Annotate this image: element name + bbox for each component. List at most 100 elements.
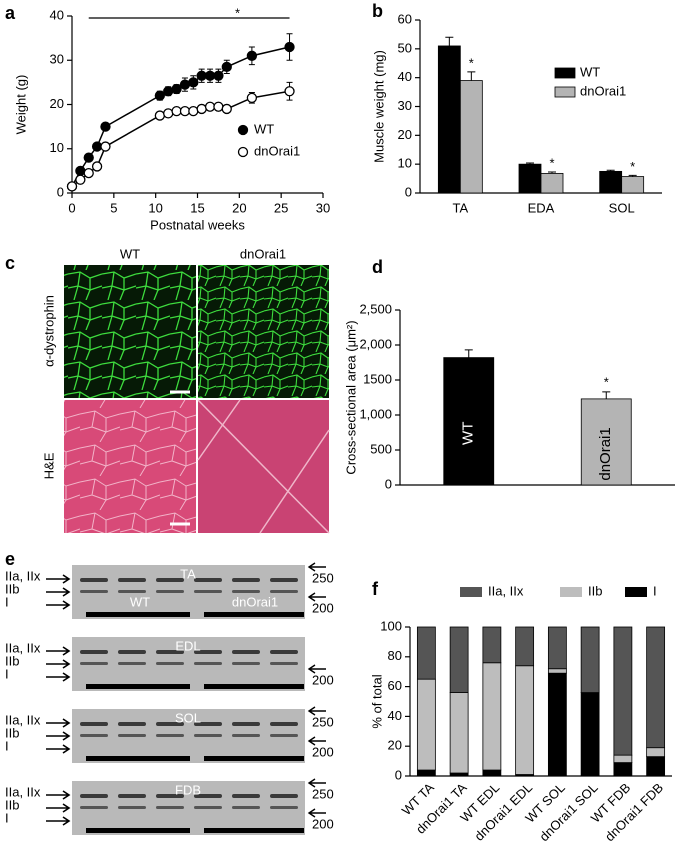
gel-band <box>194 662 222 665</box>
data-point <box>284 41 295 53</box>
y-tick-label: 60 <box>398 11 412 26</box>
band-arrow <box>46 672 71 682</box>
x-tick-label: 5 <box>110 200 117 215</box>
bar-segment <box>449 692 469 774</box>
band-label: IIb <box>5 797 19 812</box>
gel-band <box>232 806 260 809</box>
error-bar <box>464 349 473 358</box>
bar-segment <box>646 747 666 758</box>
data-point <box>91 141 103 152</box>
gel-band <box>80 662 108 665</box>
lane-bar <box>86 756 190 761</box>
band-label: IIa, IIx <box>5 712 41 727</box>
gel-band <box>156 590 184 593</box>
legend-label: I <box>653 583 657 598</box>
band-arrow <box>46 731 71 741</box>
y-tick-label: 40 <box>50 7 64 22</box>
y-axis-label: Muscle weight (mg) <box>371 50 386 163</box>
legend-marker <box>237 124 249 136</box>
legend-label: IIb <box>588 583 602 598</box>
legend-label: WT <box>254 121 274 136</box>
data-point <box>221 103 232 115</box>
gel-band <box>156 734 184 737</box>
data-point <box>179 79 191 90</box>
y-tick-label: 10 <box>50 140 64 155</box>
bar-segment <box>416 769 436 777</box>
y-tick-label: 40 <box>388 708 402 723</box>
marker-label: 250 <box>312 714 334 729</box>
lane-bar <box>204 828 304 833</box>
gel-band <box>118 734 146 737</box>
bar <box>518 163 542 194</box>
y-tick-label: 0 <box>385 476 392 491</box>
gel-band <box>80 806 108 809</box>
category-label: WT <box>460 422 477 445</box>
bar-segment <box>613 626 633 756</box>
gel-band <box>270 650 298 654</box>
marker-arrow <box>307 778 326 788</box>
gel-band <box>194 578 222 582</box>
group-label: WT <box>130 594 150 609</box>
gel-title: SOL <box>175 710 201 725</box>
gel-band <box>194 722 222 726</box>
gel-band <box>80 794 108 798</box>
x-tick-label: 30 <box>316 200 330 215</box>
panel-c: c WT dnOrai1 α-dystrophin H&E <box>5 246 330 534</box>
y-tick-label: 0 <box>395 767 402 782</box>
marker-label: 200 <box>312 816 334 831</box>
x-tick-label: 20 <box>232 200 246 215</box>
marker-arrow <box>307 562 326 572</box>
legend-marker <box>237 146 249 158</box>
row-label: α-dystrophin <box>41 295 56 367</box>
band-arrow <box>46 744 71 754</box>
annotation: * <box>235 5 240 20</box>
marker-arrow <box>307 664 326 674</box>
data-point <box>66 181 78 192</box>
legend-label: IIa, IIx <box>488 583 524 598</box>
y-tick-label: 0 <box>57 184 64 199</box>
bar-segment <box>515 626 535 667</box>
band-label: IIb <box>5 725 19 740</box>
panel-b: b Muscle weight (mg) 0 10 20 30 40 50 60 WT * * * dnO… <box>371 1 662 215</box>
annotation: * <box>630 159 635 174</box>
data-point <box>154 110 166 121</box>
data-point <box>246 92 258 104</box>
data-point <box>196 103 207 115</box>
gel-image <box>72 709 305 763</box>
bar-segment <box>646 756 666 777</box>
gel-band <box>270 590 298 593</box>
panel-letter: e <box>5 549 15 569</box>
gel-band <box>118 662 146 665</box>
image-dnorai1-dystrophin <box>198 265 329 398</box>
gel-band <box>270 662 298 665</box>
data-point <box>163 108 174 119</box>
gel-band <box>270 806 298 809</box>
annotation: * <box>549 155 554 170</box>
band-arrow <box>46 574 71 584</box>
data-point <box>284 86 295 97</box>
legend-swatch <box>460 587 482 597</box>
x-axis-label: Postnatal weeks <box>150 217 245 232</box>
band-arrow <box>46 600 71 610</box>
band-label: I <box>5 810 9 825</box>
gel-band <box>80 734 108 737</box>
gel-band <box>80 722 108 726</box>
group-label: dnOrai1 <box>232 594 278 609</box>
y-tick-label: 500 <box>370 441 392 456</box>
gel-band <box>232 650 260 654</box>
y-tick-label: 30 <box>398 98 412 113</box>
gel-band <box>194 650 222 654</box>
x-tick-label: SOL <box>609 200 635 215</box>
y-tick-label: 10 <box>398 156 412 171</box>
y-tick-label: 1,000 <box>359 406 392 421</box>
data-point <box>171 105 182 117</box>
x-tick-label: 0 <box>68 200 75 215</box>
gel-band <box>156 806 184 809</box>
y-tick-label: 2,000 <box>359 336 392 351</box>
panel-letter: d <box>372 257 383 277</box>
category-label: dnOrai1 <box>597 427 614 480</box>
bar-segment <box>646 626 666 749</box>
x-tick-label: 15 <box>190 200 204 215</box>
